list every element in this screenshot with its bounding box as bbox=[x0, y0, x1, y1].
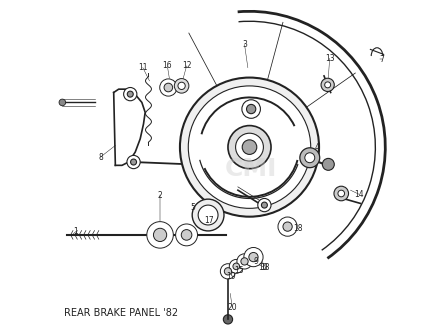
Circle shape bbox=[338, 190, 345, 197]
Text: 8: 8 bbox=[98, 153, 103, 162]
Circle shape bbox=[124, 88, 137, 101]
Circle shape bbox=[188, 86, 311, 208]
Circle shape bbox=[180, 77, 319, 217]
Text: 7: 7 bbox=[380, 55, 384, 64]
Circle shape bbox=[220, 264, 235, 279]
Circle shape bbox=[235, 133, 264, 161]
Text: 16: 16 bbox=[162, 61, 172, 70]
Text: 3: 3 bbox=[242, 40, 247, 49]
Circle shape bbox=[305, 153, 315, 163]
Circle shape bbox=[229, 260, 243, 273]
Text: 11: 11 bbox=[138, 63, 148, 72]
Circle shape bbox=[249, 253, 258, 262]
Circle shape bbox=[223, 315, 233, 324]
Circle shape bbox=[153, 228, 167, 241]
Text: 2: 2 bbox=[158, 191, 162, 200]
Circle shape bbox=[242, 100, 260, 118]
Text: 18: 18 bbox=[293, 224, 302, 233]
Circle shape bbox=[224, 268, 231, 275]
Text: 19: 19 bbox=[227, 273, 236, 282]
Circle shape bbox=[181, 229, 192, 240]
Circle shape bbox=[321, 78, 334, 92]
Circle shape bbox=[59, 99, 66, 106]
Circle shape bbox=[261, 202, 268, 208]
Circle shape bbox=[241, 258, 248, 265]
Circle shape bbox=[160, 79, 177, 96]
Text: CMI: CMI bbox=[225, 157, 277, 181]
Circle shape bbox=[131, 159, 136, 165]
Text: 20: 20 bbox=[227, 303, 237, 312]
Text: 14: 14 bbox=[354, 190, 363, 199]
Circle shape bbox=[237, 254, 252, 269]
Circle shape bbox=[247, 105, 256, 114]
Circle shape bbox=[178, 82, 185, 90]
Circle shape bbox=[278, 217, 297, 236]
Text: 17: 17 bbox=[204, 216, 214, 225]
Circle shape bbox=[258, 198, 271, 212]
Circle shape bbox=[233, 263, 240, 270]
Circle shape bbox=[127, 155, 140, 169]
Text: 9: 9 bbox=[254, 257, 259, 266]
Circle shape bbox=[192, 199, 224, 231]
Text: 10: 10 bbox=[259, 263, 268, 272]
Circle shape bbox=[127, 91, 133, 97]
Text: 4: 4 bbox=[315, 143, 320, 152]
Circle shape bbox=[242, 140, 257, 154]
Circle shape bbox=[300, 148, 320, 168]
Circle shape bbox=[164, 83, 173, 92]
Circle shape bbox=[325, 82, 330, 88]
Circle shape bbox=[198, 205, 218, 225]
Circle shape bbox=[244, 247, 263, 267]
Circle shape bbox=[322, 158, 334, 170]
Circle shape bbox=[334, 186, 348, 201]
Circle shape bbox=[283, 222, 292, 231]
Text: 18: 18 bbox=[260, 263, 270, 272]
Text: 15: 15 bbox=[234, 266, 244, 275]
Text: 5: 5 bbox=[191, 203, 196, 212]
Text: 1: 1 bbox=[73, 227, 78, 236]
Circle shape bbox=[176, 224, 198, 246]
Text: 12: 12 bbox=[182, 61, 191, 70]
Circle shape bbox=[147, 222, 173, 248]
Text: 13: 13 bbox=[325, 54, 334, 63]
Circle shape bbox=[174, 78, 189, 93]
Circle shape bbox=[228, 126, 271, 169]
Text: REAR BRAKE PANEL '82: REAR BRAKE PANEL '82 bbox=[64, 308, 178, 318]
